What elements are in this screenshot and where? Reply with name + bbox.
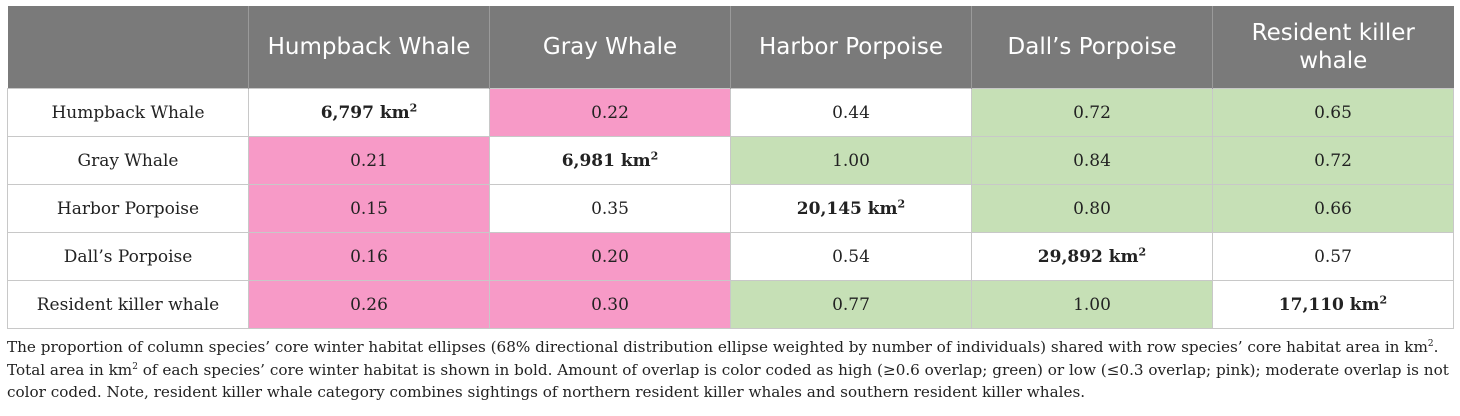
row-header: Gray Whale [7,136,249,185]
header-row: Humpback Whale Gray Whale Harbor Porpois… [7,6,1454,89]
table-row: Harbor Porpoise 0.15 0.35 20,145 km2 0.80 0.6… [7,184,1454,233]
cell-value: 0.26 [350,294,388,315]
cell-value: 1.00 [832,150,870,171]
total-area-cell: 6,981 km2 [489,136,731,185]
total-area-cell: 20,145 km2 [730,184,972,233]
table-row: Humpback Whale 6,797 km2 0.22 0.44 0.72 0.65 [7,88,1454,137]
high-overlap-cell: 0.72 [971,88,1213,137]
table-row: Gray Whale 0.21 6,981 km2 1.00 0.84 0.72 [7,136,1454,185]
habitat-overlap-table: Humpback Whale Gray Whale Harbor Porpois… [7,6,1454,329]
high-overlap-cell: 0.77 [730,280,972,329]
column-header: Dall’s Porpoise [971,6,1213,89]
column-header: Gray Whale [489,6,731,89]
high-overlap-cell: 0.66 [1212,184,1454,233]
header-corner [7,6,249,89]
total-area-cell: 17,110 km2 [1212,280,1454,329]
low-overlap-cell: 0.26 [248,280,490,329]
total-area-cell: 6,797 km2 [248,88,490,137]
cell-value: 0.16 [350,246,388,267]
high-overlap-cell: 1.00 [971,280,1213,329]
caption-part: of each species’ core winter habitat is … [7,360,1449,402]
low-overlap-cell: 0.16 [248,232,490,281]
overlap-table-container: Humpback Whale Gray Whale Harbor Porpois… [7,6,1454,329]
cell-value: 0.72 [1073,102,1111,123]
moderate-overlap-cell: 0.54 [730,232,972,281]
row-header: Harbor Porpoise [7,184,249,233]
row-header: Resident killer whale [7,280,249,329]
cell-value: 0.72 [1314,150,1352,171]
cell-value: 1.00 [1073,294,1111,315]
high-overlap-cell: 0.65 [1212,88,1454,137]
caption-superscript: 2 [1427,338,1434,349]
caption-part: . Total area in km [7,338,1439,379]
cell-value: 0.80 [1073,198,1111,219]
cell-value: 0.65 [1314,102,1352,123]
high-overlap-cell: 0.72 [1212,136,1454,185]
cell-value: 6,981 km [561,150,651,171]
cell-value: 0.54 [832,246,870,267]
cell-value: 20,145 km [796,198,898,219]
table-caption: The proportion of column species’ core w… [7,336,1453,404]
unit-superscript: 2 [409,100,418,114]
moderate-overlap-cell: 0.57 [1212,232,1454,281]
high-overlap-cell: 0.80 [971,184,1213,233]
moderate-overlap-cell: 0.44 [730,88,972,137]
column-header: Resident killer whale [1212,6,1454,89]
table-row: Dall’s Porpoise 0.16 0.20 0.54 29,892 km2 0.5… [7,232,1454,281]
cell-value: 0.57 [1314,246,1352,267]
high-overlap-cell: 0.84 [971,136,1213,185]
table-row: Resident killer whale 0.26 0.30 0.77 1.00 17,… [7,280,1454,329]
column-header: Harbor Porpoise [730,6,972,89]
cell-value: 0.22 [591,102,629,123]
low-overlap-cell: 0.30 [489,280,731,329]
cell-value: 6,797 km [320,102,410,123]
moderate-overlap-cell: 0.35 [489,184,731,233]
low-overlap-cell: 0.20 [489,232,731,281]
cell-value: 0.15 [350,198,388,219]
unit-superscript: 2 [1138,244,1147,258]
caption-part: The proportion of column species’ core w… [7,338,1428,356]
high-overlap-cell: 1.00 [730,136,972,185]
low-overlap-cell: 0.22 [489,88,731,137]
table-body: Humpback Whale 6,797 km2 0.22 0.44 0.72 0.65 G… [7,88,1454,329]
cell-value: 0.20 [591,246,629,267]
cell-value: 0.66 [1314,198,1352,219]
unit-superscript: 2 [1379,292,1388,306]
cell-value: 0.84 [1073,150,1111,171]
caption-superscript: 2 [132,361,138,372]
low-overlap-cell: 0.21 [248,136,490,185]
total-area-cell: 29,892 km2 [971,232,1213,281]
column-header: Humpback Whale [248,6,490,89]
cell-value: 0.35 [591,198,629,219]
cell-value: 0.30 [591,294,629,315]
cell-value: 0.77 [832,294,870,315]
unit-superscript: 2 [897,196,906,210]
low-overlap-cell: 0.15 [248,184,490,233]
unit-superscript: 2 [650,148,659,162]
cell-value: 0.44 [832,102,870,123]
cell-value: 29,892 km [1037,246,1139,267]
cell-value: 0.21 [350,150,388,171]
row-header: Humpback Whale [7,88,249,137]
row-header: Dall’s Porpoise [7,232,249,281]
cell-value: 17,110 km [1278,294,1380,315]
